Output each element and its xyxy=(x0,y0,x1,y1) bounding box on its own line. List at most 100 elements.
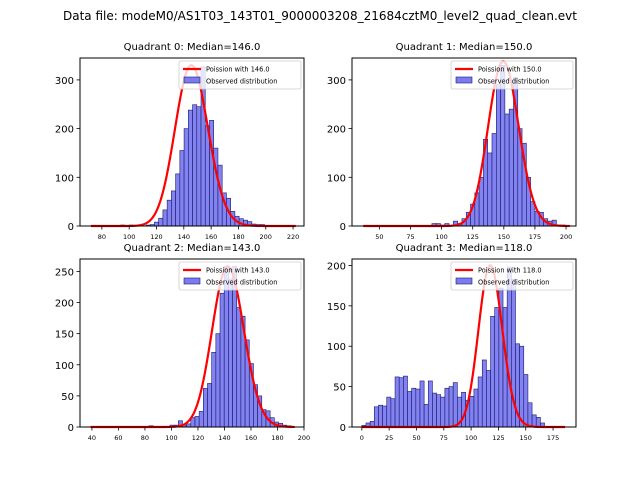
x-tick-label: 160 xyxy=(245,434,257,442)
subplot-quadrant-2: Quadrant 2: Median=143.0 40 60 80 100 120 140 1… xyxy=(55,243,310,442)
histogram-bar xyxy=(196,106,202,227)
x-tick-label: 50 xyxy=(412,434,420,442)
legend-label-observed: Observed distribution xyxy=(478,78,549,86)
x-tick-label: 140 xyxy=(218,434,230,442)
histogram-bar xyxy=(398,377,404,428)
histogram-bar xyxy=(436,394,442,428)
subplot-title: Quadrant 1: Median=150.0 xyxy=(396,42,533,53)
y-tick-label: 150 xyxy=(327,302,346,313)
y-tick-label: 0 xyxy=(68,222,74,233)
x-tick-label: 175 xyxy=(547,434,559,442)
legend-box xyxy=(178,60,302,90)
subplot-title: Quadrant 0: Median=146.0 xyxy=(124,42,261,53)
histogram-bar xyxy=(523,374,529,428)
x-tick-label: 60 xyxy=(114,434,122,442)
histogram-bar xyxy=(527,402,533,428)
histogram-bar xyxy=(215,333,221,428)
histogram-bar xyxy=(506,266,512,428)
histogram-bar xyxy=(175,173,181,227)
histogram-bar xyxy=(390,398,396,428)
histogram-bar xyxy=(188,109,193,227)
x-tick-label: 150 xyxy=(520,434,532,442)
histogram-bar xyxy=(535,417,541,428)
histogram-bar xyxy=(378,404,383,428)
legend: Poission with 143.0 Observed distribution xyxy=(178,261,302,291)
legend-box xyxy=(450,60,574,90)
x-tick-label: 200 xyxy=(260,233,272,241)
legend-patch-icon xyxy=(183,277,201,285)
histogram-bar xyxy=(407,391,412,428)
histogram-bar xyxy=(403,375,408,428)
histogram-bar xyxy=(473,388,479,428)
x-tick-label: 140 xyxy=(178,233,190,241)
legend-patch-icon xyxy=(455,76,473,84)
legend-label-observed: Observed distribution xyxy=(478,279,549,287)
x-tick-label: 50 xyxy=(375,233,383,241)
histogram-bar xyxy=(495,84,501,227)
histogram-bar xyxy=(183,128,189,227)
legend-patch-icon xyxy=(455,277,473,285)
legend-label-poisson: Poission with 150.0 xyxy=(478,66,542,74)
histogram-bar xyxy=(494,307,500,428)
x-tick-label: 200 xyxy=(560,233,572,241)
histogram-bar xyxy=(500,65,506,227)
histogram-bars xyxy=(120,66,265,227)
histogram-bar xyxy=(427,380,433,428)
histogram-bar xyxy=(477,376,483,428)
x-tick-label: 160 xyxy=(205,233,217,241)
histogram-bar xyxy=(469,396,475,428)
subplot-quadrant-0: Quadrant 0: Median=146.0 80 100 120 140 160 18… xyxy=(55,42,305,241)
histogram-bar xyxy=(508,108,514,227)
histogram-bar xyxy=(194,416,200,428)
x-tick-label: 25 xyxy=(385,434,393,442)
legend: Poission with 150.0 Observed distribution xyxy=(450,60,574,90)
histogram-bar xyxy=(382,405,388,428)
y-tick-label: 100 xyxy=(327,173,346,184)
histogram-bar xyxy=(481,359,487,428)
x-tick-label: 100 xyxy=(465,434,477,442)
x-tick-label: 200 xyxy=(298,434,310,442)
y-tick-label: 50 xyxy=(333,383,346,394)
histogram-bar xyxy=(478,177,484,227)
histogram-bar xyxy=(444,387,450,428)
histogram-bar xyxy=(423,404,429,428)
histogram-bar xyxy=(448,386,454,428)
histogram-bar xyxy=(490,316,496,428)
x-tick-label: 180 xyxy=(271,434,283,442)
subplot-quadrant-1: Quadrant 1: Median=150.0 50 75 100 125 150 175… xyxy=(327,42,577,241)
subplot-quadrant-3: Quadrant 3: Median=118.0 0 25 50 75 100 125 150… xyxy=(327,243,577,442)
histogram-bar xyxy=(531,414,537,428)
histogram-bar xyxy=(373,406,379,428)
legend: Poission with 146.0 Observed distribution xyxy=(178,60,302,90)
x-tick-label: 80 xyxy=(141,434,149,442)
legend-label-poisson: Poission with 146.0 xyxy=(206,66,270,74)
x-tick-label: 100 xyxy=(123,233,135,241)
histogram-bar xyxy=(223,266,229,428)
y-tick-label: 300 xyxy=(55,76,74,87)
y-tick-label: 200 xyxy=(327,261,346,272)
histogram-bar xyxy=(158,217,164,227)
histogram-bar xyxy=(386,396,392,428)
y-tick-label: 200 xyxy=(55,125,74,136)
histogram-bar xyxy=(440,396,446,428)
legend-label-poisson: Poission with 118.0 xyxy=(478,267,542,275)
histogram-bar xyxy=(394,376,400,428)
histogram-bars xyxy=(148,266,292,428)
x-tick-label: 100 xyxy=(435,233,447,241)
histogram-bar xyxy=(198,411,204,428)
y-tick-label: 100 xyxy=(327,342,346,353)
x-tick-label: 0 xyxy=(360,434,364,442)
x-tick-label: 150 xyxy=(498,233,510,241)
y-tick-label: 250 xyxy=(55,267,74,278)
x-tick-label: 120 xyxy=(150,233,162,241)
histogram-bar xyxy=(486,370,491,428)
x-tick-label: 80 xyxy=(98,233,106,241)
legend-box xyxy=(178,261,302,291)
x-tick-label: 120 xyxy=(192,434,204,442)
histogram-bar xyxy=(415,388,421,428)
x-tick-label: 100 xyxy=(165,434,177,442)
histogram-bar xyxy=(219,292,225,428)
x-tick-label: 220 xyxy=(287,233,299,241)
y-tick-label: 50 xyxy=(61,392,74,403)
